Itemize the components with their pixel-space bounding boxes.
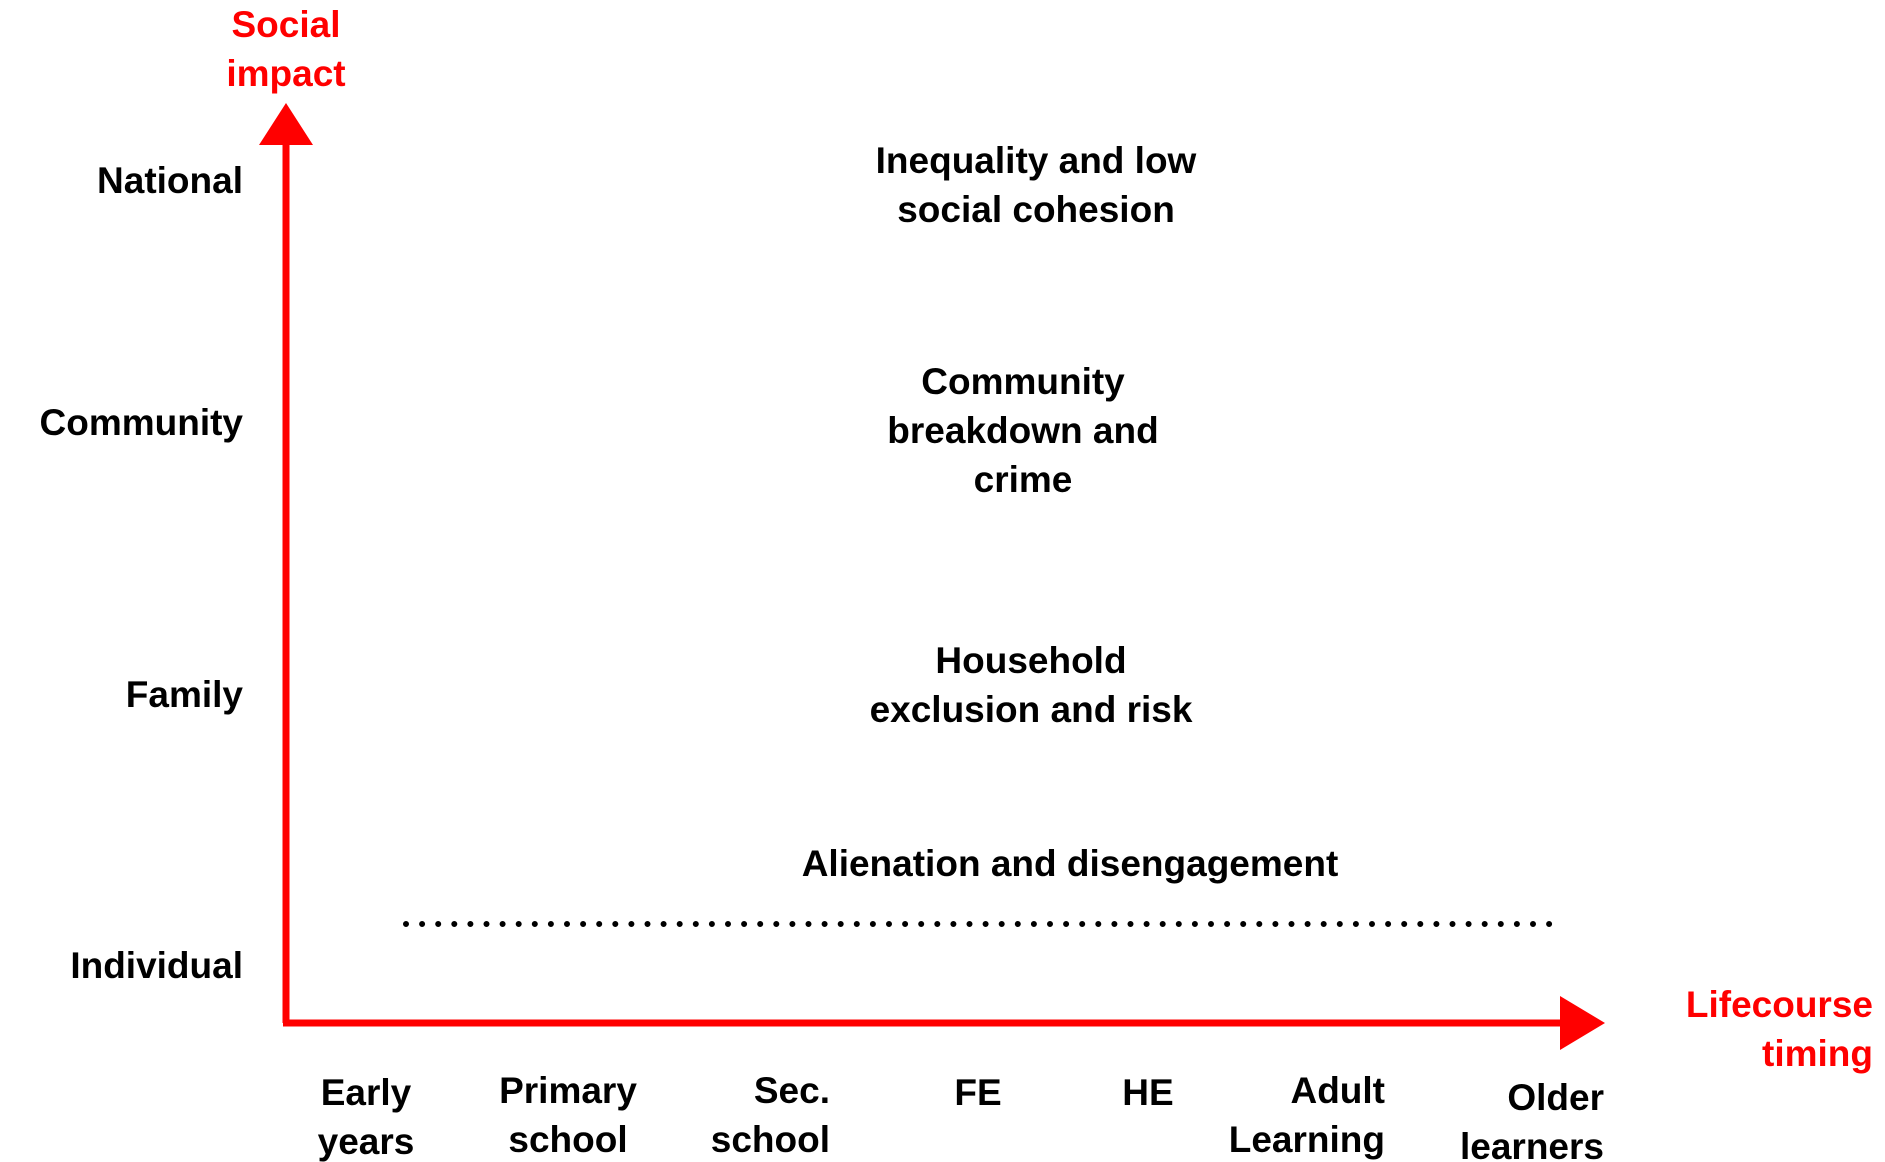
x-stage-label: learners: [1460, 1126, 1604, 1162]
y-level-label: Individual: [70, 945, 243, 986]
impact-label: exclusion and risk: [870, 689, 1193, 730]
x-stage-label: Adult: [1290, 1070, 1385, 1111]
x-axis-title: timing: [1762, 1033, 1873, 1074]
x-stage-label: school: [508, 1119, 627, 1160]
y-level-label: Community: [40, 402, 244, 443]
x-axis-title: Lifecourse: [1686, 984, 1873, 1025]
impact-label: Inequality and low: [876, 140, 1197, 181]
x-stage-label: Early: [321, 1072, 412, 1113]
y-level-label: National: [97, 160, 243, 201]
x-stage-label: school: [711, 1119, 830, 1160]
impact-label: breakdown and: [887, 410, 1158, 451]
impact-label: Community: [921, 361, 1125, 402]
impact-label: social cohesion: [897, 189, 1175, 230]
x-stage-label: Primary: [499, 1070, 637, 1111]
x-stage-label: HE: [1122, 1072, 1173, 1113]
x-stage-label: Sec.: [754, 1070, 830, 1111]
y-axis-arrow: [259, 103, 313, 145]
x-stage-label: years: [318, 1121, 415, 1162]
x-stage-label: Older: [1507, 1077, 1604, 1118]
x-axis-arrow: [1560, 996, 1605, 1050]
impact-label: Household: [935, 640, 1126, 681]
impact-label: Alienation and disengagement: [802, 843, 1339, 884]
x-stage-label: FE: [954, 1072, 1001, 1113]
impact-label: crime: [974, 459, 1073, 500]
y-axis-title: Social: [232, 4, 341, 45]
y-level-label: Family: [126, 674, 244, 715]
x-stage-label: Learning: [1229, 1119, 1385, 1160]
y-axis-title: impact: [226, 53, 345, 94]
